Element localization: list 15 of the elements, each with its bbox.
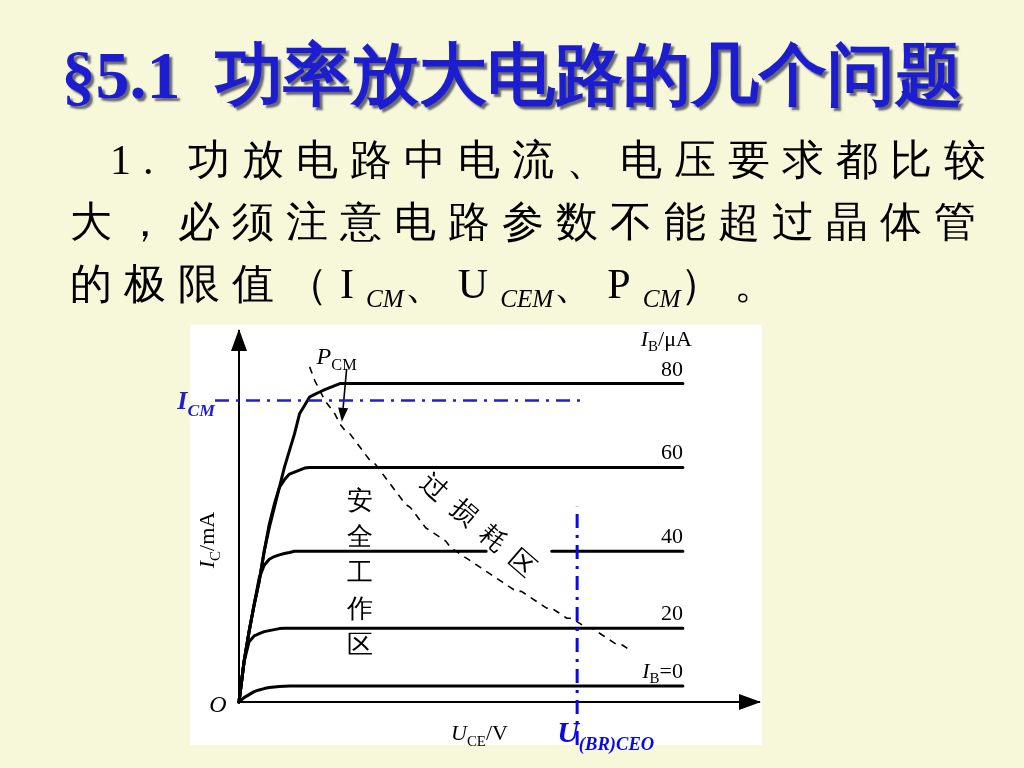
text: U$_{(BR)CEO}$ [557, 715, 655, 755]
series-label: 20 [660, 600, 683, 626]
annotation: 安全工作区 [345, 486, 373, 660]
ref-line-label: I$_{CM}$ [176, 386, 217, 420]
series-label: 60 [660, 439, 683, 465]
x-axis-title: U$_{CE}$/V [451, 720, 509, 749]
series-label: 40 [660, 523, 683, 549]
chart-title: §5.1 功率放大电路的几个问题 [60, 36, 964, 115]
series-label: I$_{B}$=0 [641, 657, 683, 687]
annotation: 过损耗区 [415, 467, 552, 592]
series-label: P$_{CM}$ [315, 342, 358, 374]
text: O [209, 691, 227, 717]
legend-title: I$_{B}$/μA [639, 325, 692, 355]
text: 1. 功放电路中电流、电压要求都比较大，必须注意电路参数不能超过晶体管的极限值（I$_{CM}$、U$_{CEM}$、P$_{CM}$）。 [70, 137, 998, 313]
series-label: 80 [660, 355, 683, 381]
